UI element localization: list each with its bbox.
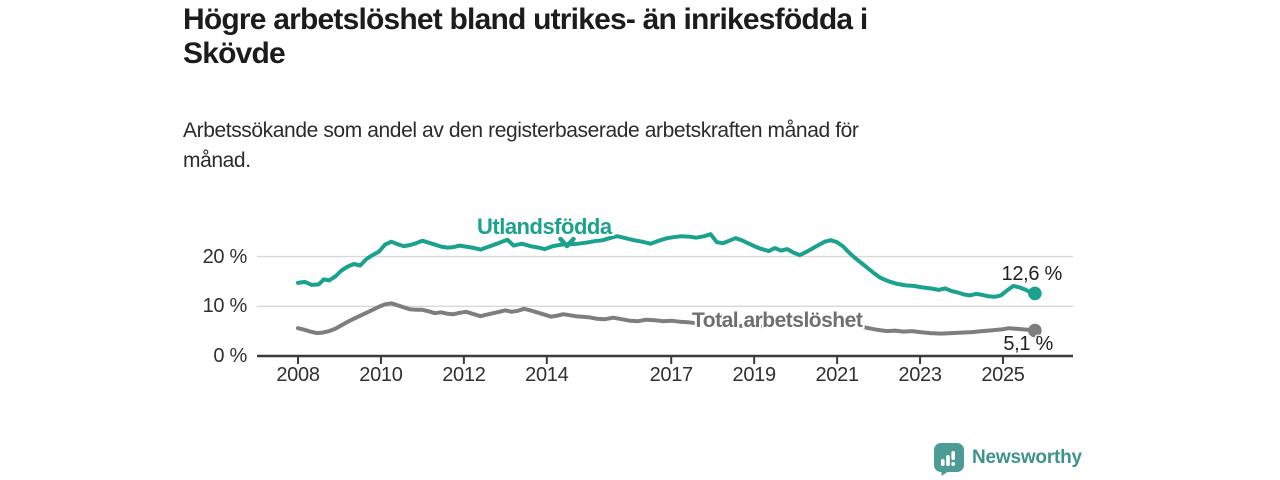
chart-subtitle: Arbetssökande som andel av den registerb… — [183, 116, 859, 176]
x-tick-label-2019: 2019 — [732, 364, 777, 386]
x-tick-label-2014: 2014 — [525, 364, 569, 386]
y-tick-label-10: 10 % — [202, 295, 248, 318]
y-tick-label-20: 20 % — [202, 245, 248, 268]
arrow-down-icon — [558, 237, 576, 249]
subtitle-line-1: Arbetssökande som andel av den registerb… — [183, 119, 859, 142]
y-tick-label-0: 0 % — [213, 345, 247, 367]
end-value-total-arbetsloshet: 5,1 % — [1003, 333, 1053, 355]
x-tick-label-2021: 2021 — [815, 364, 859, 386]
x-tick-label-2023: 2023 — [898, 364, 942, 386]
x-tick-label-2008: 2008 — [276, 364, 320, 386]
x-tick-label-2012: 2012 — [442, 364, 486, 386]
subtitle-line-2: månad. — [183, 149, 251, 172]
end-dot-1 — [1028, 323, 1042, 338]
newsworthy-logo-icon — [934, 443, 964, 476]
end-value-utlandsfodda: 12,6 % — [1001, 263, 1063, 285]
series-line-1 — [296, 301, 1037, 336]
series-line-0 — [296, 232, 1037, 299]
series-label-total-arbetsloshet: Total arbetslöshet — [692, 309, 863, 332]
x-tick-label-2010: 2010 — [359, 364, 403, 386]
title-line-1: Högre arbetslöshet bland utrikes- än inr… — [183, 3, 868, 36]
page-title: Högre arbetslöshet bland utrikes- än inr… — [183, 3, 868, 71]
title-line-2: Skövde — [183, 37, 286, 70]
series-label-utlandsfodda: Utlandsfödda — [477, 214, 612, 239]
x-tick-label-2025: 2025 — [981, 364, 1025, 386]
newsworthy-logo[interactable]: Newsworthy — [934, 443, 1082, 476]
end-dot-0 — [1028, 286, 1042, 301]
newsworthy-wordmark: Newsworthy — [972, 447, 1082, 468]
x-tick-label-2017: 2017 — [649, 364, 694, 386]
